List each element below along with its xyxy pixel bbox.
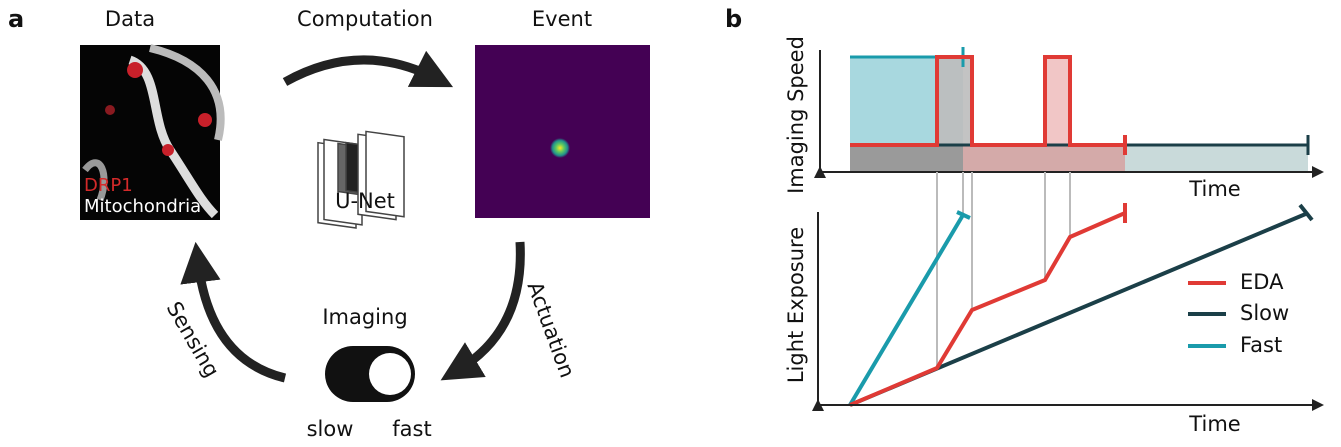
unet-icon <box>318 131 404 228</box>
computation-title: Computation <box>297 7 433 31</box>
legend-label: EDA <box>1240 270 1284 294</box>
data-title: Data <box>105 7 155 31</box>
image-label: DRP1 <box>84 175 133 196</box>
event-title: Event <box>532 7 592 31</box>
event-map <box>475 45 650 218</box>
slow-fill <box>1125 145 1308 172</box>
eda-fill <box>1045 57 1070 145</box>
page: a Data DRP1 Mitochondria Computation U-N… <box>0 0 1341 447</box>
eda-line <box>850 203 1125 405</box>
computation-arrow <box>285 60 435 82</box>
image-label: Mitochondria <box>84 196 201 217</box>
event-spot <box>550 138 570 158</box>
network-label: U-Net <box>335 189 395 213</box>
y-axis-label: Imaging Speed <box>784 36 808 194</box>
legend-label: Slow <box>1240 301 1289 325</box>
actuation-arrow <box>458 242 520 370</box>
panel-label: b <box>725 5 742 33</box>
actuation-label: Actuation <box>523 278 580 380</box>
drp1-spot <box>198 113 212 127</box>
x-axis-label: Time <box>1188 412 1240 436</box>
drp1-spot <box>127 62 143 78</box>
speed-schematic <box>820 47 1318 172</box>
eda-fill <box>937 57 972 145</box>
legend: EDA Slow Fast <box>1188 270 1289 357</box>
figure: a Data DRP1 Mitochondria Computation U-N… <box>0 0 1341 447</box>
fast-line <box>850 212 970 405</box>
panel-label: a <box>8 5 24 33</box>
switch-option: fast <box>392 417 431 441</box>
drp1-spot <box>162 144 174 156</box>
drp1-spot <box>105 105 115 115</box>
switch-title: Imaging <box>322 305 407 329</box>
switch-knob <box>369 353 411 395</box>
switch-option: slow <box>307 417 354 441</box>
x-axis-label: Time <box>1188 177 1240 201</box>
legend-label: Fast <box>1240 333 1282 357</box>
eda-fill <box>963 145 1125 172</box>
y-axis-label: Light Exposure <box>784 227 808 383</box>
microscopy-image: DRP1 Mitochondria <box>80 45 221 220</box>
sensing-label: Sensing <box>162 298 224 382</box>
